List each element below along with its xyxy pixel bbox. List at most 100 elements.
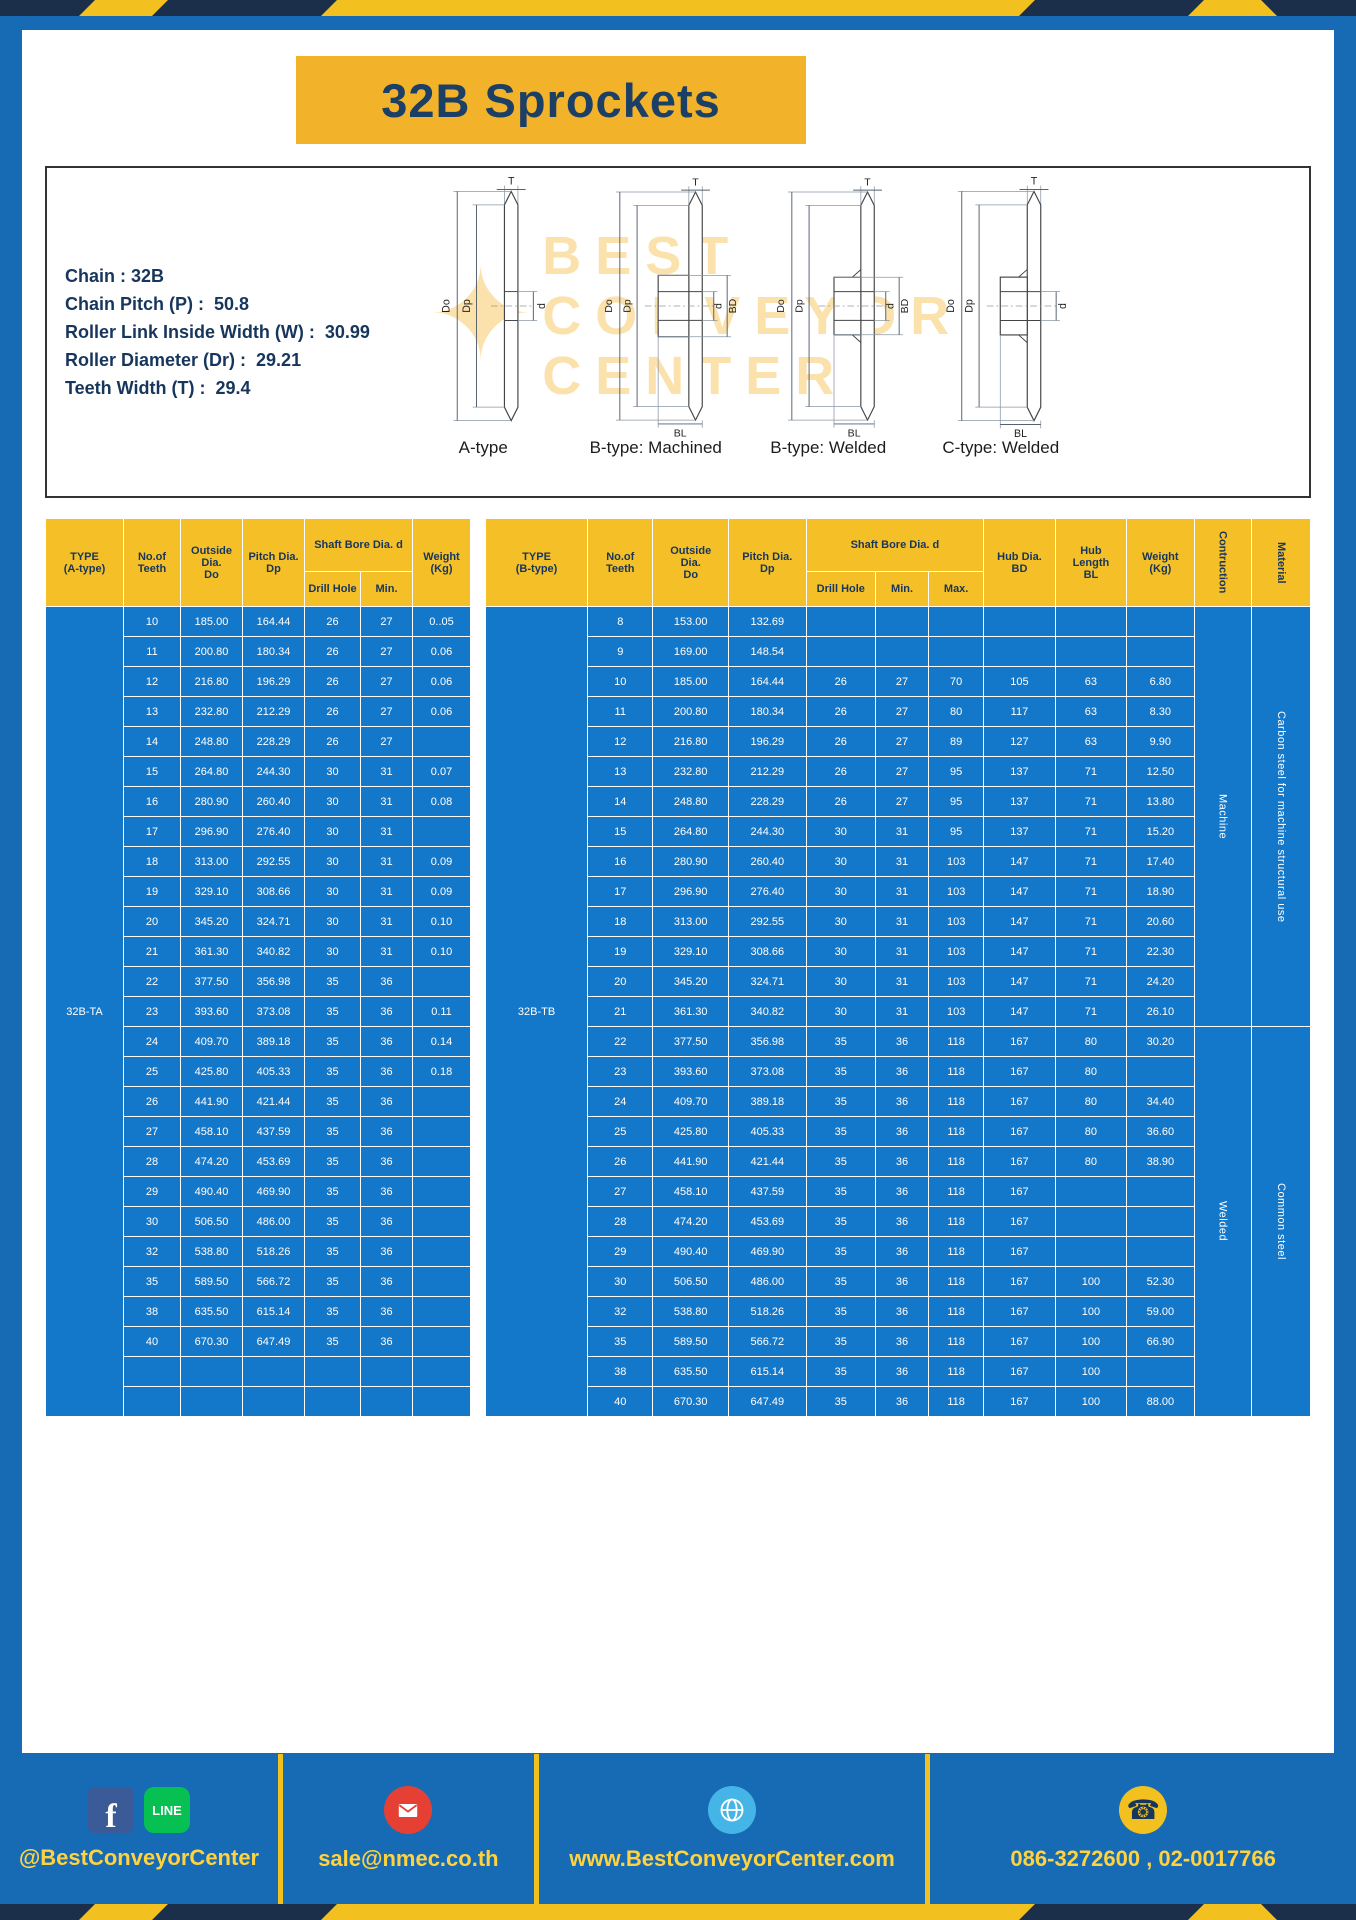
table-cell: 35 [304,1236,361,1267]
table-cell: 0.08 [412,786,471,817]
table-cell: 35 [805,1266,877,1297]
table-cell: 118 [928,1296,985,1327]
table-cell [1054,1176,1128,1207]
email-icon[interactable] [384,1786,433,1834]
table-row: 10 185.00 164.44 26 27 70 105 63 6.80 [486,666,1311,697]
table-cell [928,636,985,667]
table-cell [805,606,877,637]
table-cell: 30 [304,786,361,817]
table-b-type: TYPE (B-type) No.of Teeth Outside Dia. D… [484,518,1312,1417]
social-handle[interactable]: @BestConveyorCenter [18,1845,260,1870]
table-cell: 35 [805,1146,877,1177]
dim-label-bd: BD [899,298,911,313]
table-cell: 26 [304,636,361,667]
table-cell: 167 [983,1176,1056,1207]
table-row: 40 670.30 647.49 35 36 [46,1326,471,1357]
table-cell: 36.60 [1126,1116,1195,1147]
col-header-teeth: No.of Teeth [123,518,181,607]
phone-icon[interactable]: ☎ [1119,1786,1168,1834]
table-cell: 26 [304,696,361,727]
table-cell: 23 [123,996,181,1027]
table-cell: 35 [304,1206,361,1237]
table-cell [1054,606,1128,637]
table-cell: 26 [805,696,877,727]
footer-website-section: www.BestConveyorCenter.com [539,1754,931,1904]
table-row: 29 490.40 469.90 35 36 118 167 [486,1236,1311,1267]
sprocket-drawing-icon: T Do Dp d [945,176,1069,438]
table-cell: 373.08 [242,996,305,1027]
table-cell: 31 [360,756,413,787]
table-cell: 35 [304,1146,361,1177]
globe-icon[interactable] [708,1786,757,1834]
table-cell: 35 [304,996,361,1027]
table-cell: 32 [123,1236,181,1267]
table-cell: 13 [123,696,181,727]
table-cell: 647.49 [242,1326,305,1357]
table-cell: 437.59 [242,1116,305,1147]
facebook-icon[interactable]: f [87,1787,134,1833]
table-cell: 103 [928,906,985,937]
table-row: 11 200.80 180.34 26 27 80 117 63 8.30 [486,696,1311,727]
table-cell: 30 [304,816,361,847]
table-cell: 167 [983,1236,1056,1267]
table-cell: 441.90 [180,1086,243,1117]
table-cell: 36 [360,1236,413,1267]
table-row [46,1386,471,1417]
table-cell: 80 [1054,1116,1128,1147]
table-cell: 80 [1054,1146,1128,1177]
email-address[interactable]: sale@nmec.co.th [318,1846,499,1871]
table-cell: 36 [874,1236,930,1267]
table-cell [304,1386,361,1417]
table-cell: 118 [928,1266,985,1297]
table-cell: 11 [123,636,181,667]
table-cell: 35 [805,1296,877,1327]
table-cell: 589.50 [652,1326,729,1357]
col-header-material: Material [1250,518,1312,607]
col-header-weight: Weight (Kg) [412,518,471,607]
content-area: 32B Sprockets ✦ BEST CONVEYOR CENTER Cha… [22,30,1334,1753]
table-row: 30 506.50 486.00 35 36 [46,1206,471,1237]
table-cell: 458.10 [652,1176,729,1207]
table-cell: 453.69 [727,1206,807,1237]
table-cell: 14 [123,726,181,757]
material-cell: Common steel [1250,1026,1312,1417]
table-cell [1054,636,1128,667]
table-cell: 169.00 [652,636,729,667]
table-cell: 132.69 [727,606,807,637]
table-cell: 11 [587,696,654,727]
table-cell: 27 [587,1176,654,1207]
table-cell: 27 [360,606,413,637]
table-cell: 31 [360,876,413,907]
phone-numbers[interactable]: 086-3272600 , 02-0017766 [1010,1846,1276,1871]
website-url[interactable]: www.BestConveyorCenter.com [569,1846,895,1871]
table-cell: 538.80 [652,1296,729,1327]
table-cell [412,726,471,757]
spec-line: Roller Diameter (Dr) : 29.21 [65,350,302,370]
table-cell: 12.50 [1126,756,1195,787]
table-cell: 30 [805,816,877,847]
table-cell: 340.82 [242,936,305,967]
table-cell: 26.10 [1126,996,1195,1027]
table-cell: 164.44 [727,666,807,697]
table-cell: 13.80 [1126,786,1195,817]
table-cell: 35 [805,1176,877,1207]
col-header-drill-hole: Drill Hole [805,571,877,607]
table-row: 35 589.50 566.72 35 36 [46,1266,471,1297]
table-cell [1054,1206,1128,1237]
spec-line: Roller Link Inside Width (W) : 30.99 [65,322,370,342]
page-title: 32B Sprockets [381,73,721,127]
table-cell: 118 [928,1386,985,1417]
table-cell: 244.30 [242,756,305,787]
table-cell: 15 [587,816,654,847]
sprocket-drawing-icon: T Do Dp d [441,176,548,422]
table-cell: 147 [983,996,1056,1027]
table-cell: 356.98 [242,966,305,997]
table-cell: 27 [123,1116,181,1147]
table-cell: 71 [1054,756,1128,787]
table-cell: 167 [983,1086,1056,1117]
table-cell [1126,1206,1195,1237]
line-icon[interactable]: LINE [143,1787,190,1833]
table-cell: 26 [304,606,361,637]
table-cell: 31 [874,996,930,1027]
table-cell: 26 [123,1086,181,1117]
